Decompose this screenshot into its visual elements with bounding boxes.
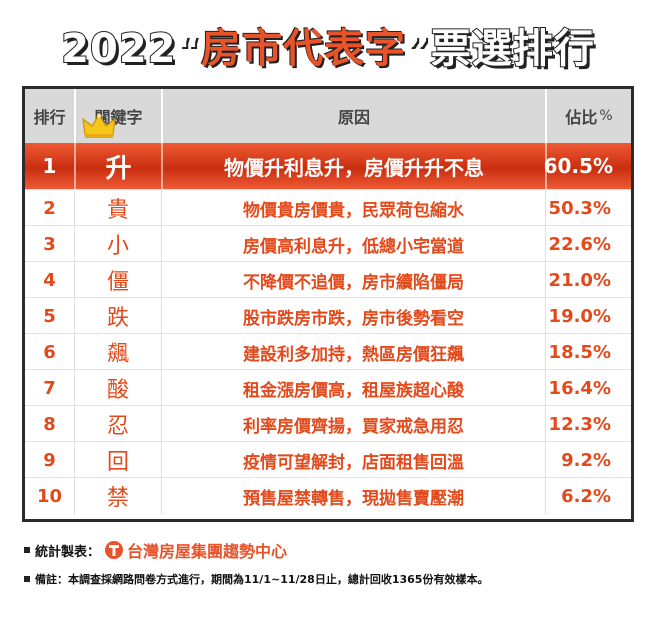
row-rank: 8 (43, 413, 56, 435)
row-keyword: 酸 (74, 370, 161, 406)
table-row-highlight: 1 升 物價升利息升，房價升升不息 60.5% (25, 143, 631, 189)
row-keyword: 忍 (74, 406, 161, 442)
source-line: 統計製表： 台灣房屋集團趨勢中心 (24, 538, 287, 562)
table-row: 5 跌 股市跌房市跌，房市後勢看空 19.0% (25, 297, 631, 334)
row-share: 50.3% (545, 190, 631, 226)
row-share: 60.5% (544, 143, 631, 189)
source-label: 統計製表： (35, 544, 101, 560)
header-reason: 原因 (161, 89, 545, 143)
row-reason: 物價升利息升，房價升升不息 (161, 143, 545, 189)
row-keyword: 僵 (74, 262, 161, 298)
header-keyword: 關鍵字 (74, 89, 161, 143)
header-share-unit: % (599, 108, 613, 124)
row-share: 6.2% (545, 478, 631, 514)
note-line: 備註：本調查採網路問卷方式進行，期間為11/1~11/28日止，總計回收1365… (24, 568, 488, 590)
row-share: 19.0% (545, 298, 631, 334)
crown-icon (82, 113, 116, 138)
table-row: 10 禁 預售屋禁轉售，現拋售賣壓潮 6.2% (25, 477, 631, 514)
row-reason: 租金漲房價高，租屋族超心酸 (161, 370, 545, 406)
row-reason: 不降價不追價，房市續陷僵局 (161, 262, 545, 298)
row-rank: 2 (43, 197, 56, 219)
row-rank: 1 (42, 154, 57, 178)
row-share: 21.0% (545, 262, 631, 298)
table-row: 3 小 房價高利息升，低總小宅當道 22.6% (25, 225, 631, 262)
row-share: 12.3% (545, 406, 631, 442)
row-reason: 物價貴房價貴，民眾荷包縮水 (161, 190, 545, 226)
row-share: 16.4% (545, 370, 631, 406)
title-year: 2022 (60, 25, 177, 73)
source-logo: 台灣房屋集團趨勢中心 (104, 538, 287, 562)
row-rank: 6 (43, 341, 56, 363)
row-reason: 疫情可望解封，店面租售回溫 (161, 442, 545, 478)
table-row: 9 回 疫情可望解封，店面租售回溫 9.2% (25, 441, 631, 478)
row-share: 9.2% (545, 442, 631, 478)
row-rank: 10 (36, 485, 63, 507)
title-suffix: 票選排行 (430, 25, 595, 73)
row-rank: 4 (43, 269, 56, 291)
header-share: 佔比% (545, 89, 631, 143)
table-header: 排行 關鍵字 原因 佔比% (25, 89, 631, 143)
bullet-icon (24, 576, 30, 582)
row-rank: 9 (43, 449, 56, 471)
row-keyword: 禁 (74, 478, 161, 514)
table-row: 8 忍 利率房價齊揚，買家戒急用忍 12.3% (25, 405, 631, 442)
row-share: 22.6% (545, 226, 631, 262)
table-row: 4 僵 不降價不追價，房市續陷僵局 21.0% (25, 261, 631, 298)
row-reason: 股市跌房市跌，房市後勢看空 (161, 298, 545, 334)
bullet-icon (24, 547, 30, 553)
row-keyword: 升 (74, 143, 161, 189)
row-rank: 7 (43, 377, 56, 399)
title-close-quote: ” (406, 30, 431, 71)
row-reason: 利率房價齊揚，買家戒急用忍 (161, 406, 545, 442)
row-keyword: 小 (74, 226, 161, 262)
row-reason: 預售屋禁轉售，現拋售賣壓潮 (161, 478, 545, 514)
row-keyword: 貴 (74, 190, 161, 226)
row-keyword: 回 (74, 442, 161, 478)
title-main: 房市代表字 (201, 26, 407, 72)
table-row: 2 貴 物價貴房價貴，民眾荷包縮水 50.3% (25, 189, 631, 226)
page-title: 2022“房市代表字”票選排行 (0, 20, 656, 78)
row-keyword: 飆 (74, 334, 161, 370)
table-row: 7 酸 租金漲房價高，租屋族超心酸 16.4% (25, 369, 631, 406)
row-rank: 5 (43, 305, 56, 327)
header-rank: 排行 (33, 108, 66, 127)
note-text: 備註：本調查採網路問卷方式進行，期間為11/1~11/28日止，總計回收1365… (35, 573, 489, 586)
row-share: 18.5% (545, 334, 631, 370)
row-reason: 建設利多加持，熱區房價狂飆 (161, 334, 545, 370)
table-row: 6 飆 建設利多加持，熱區房價狂飆 18.5% (25, 333, 631, 370)
header-share-label: 佔比 (565, 108, 598, 127)
ranking-table: 排行 關鍵字 原因 佔比% 1 升 物價升利息升，房價升升不息 60.5% 2 … (22, 86, 634, 522)
taiwan-realty-logo-icon (105, 541, 124, 559)
row-reason: 房價高利息升，低總小宅當道 (161, 226, 545, 262)
source-name: 台灣房屋集團趨勢中心 (127, 542, 288, 561)
row-keyword: 跌 (74, 298, 161, 334)
title-open-quote: “ (176, 30, 202, 71)
row-rank: 3 (43, 233, 56, 255)
